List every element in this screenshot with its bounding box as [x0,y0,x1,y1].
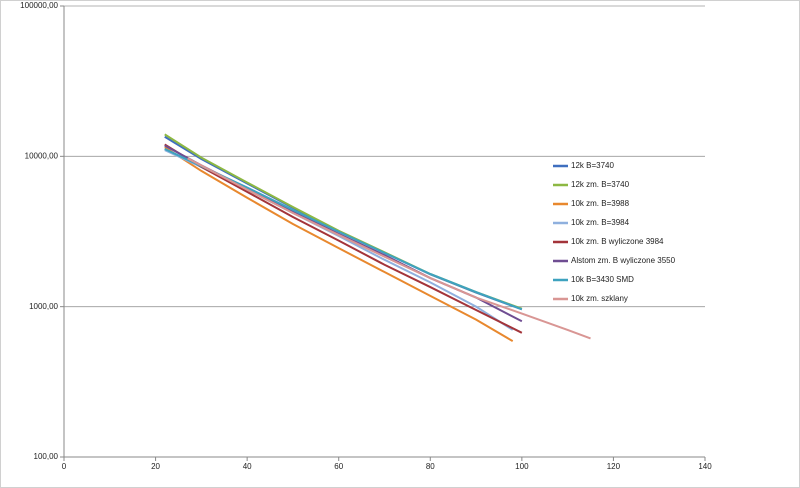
y-tick-label: 100000,00 [20,1,58,10]
x-tick-label: 40 [243,462,252,471]
y-tick-label: 1000,00 [29,302,58,311]
legend-label: 10k zm. B=3984 [571,218,630,227]
x-tick-label: 60 [334,462,343,471]
legend-label: 10k B=3430 SMD [571,275,634,284]
legend-label: 10k zm. szklany [571,294,628,303]
x-tick-label: 100 [515,462,529,471]
y-tick-label: 10000,00 [25,151,59,160]
legend-label: 12k B=3740 [571,161,614,170]
x-tick-label: 140 [698,462,712,471]
series-line [164,143,523,334]
series-line [187,157,591,340]
x-tick-label: 120 [607,462,621,471]
y-tick-label: 100,00 [34,452,59,461]
legend-label: 10k zm. B wyliczone 3984 [571,237,664,246]
x-tick-label: 80 [426,462,435,471]
x-tick-label: 20 [151,462,160,471]
legend-label: 12k zm. B=3740 [571,180,630,189]
legend-label: Alstom zm. B wyliczone 3550 [571,256,676,265]
x-tick-label: 0 [62,462,67,471]
legend-label: 10k zm. B=3988 [571,199,630,208]
series-line [164,146,514,342]
